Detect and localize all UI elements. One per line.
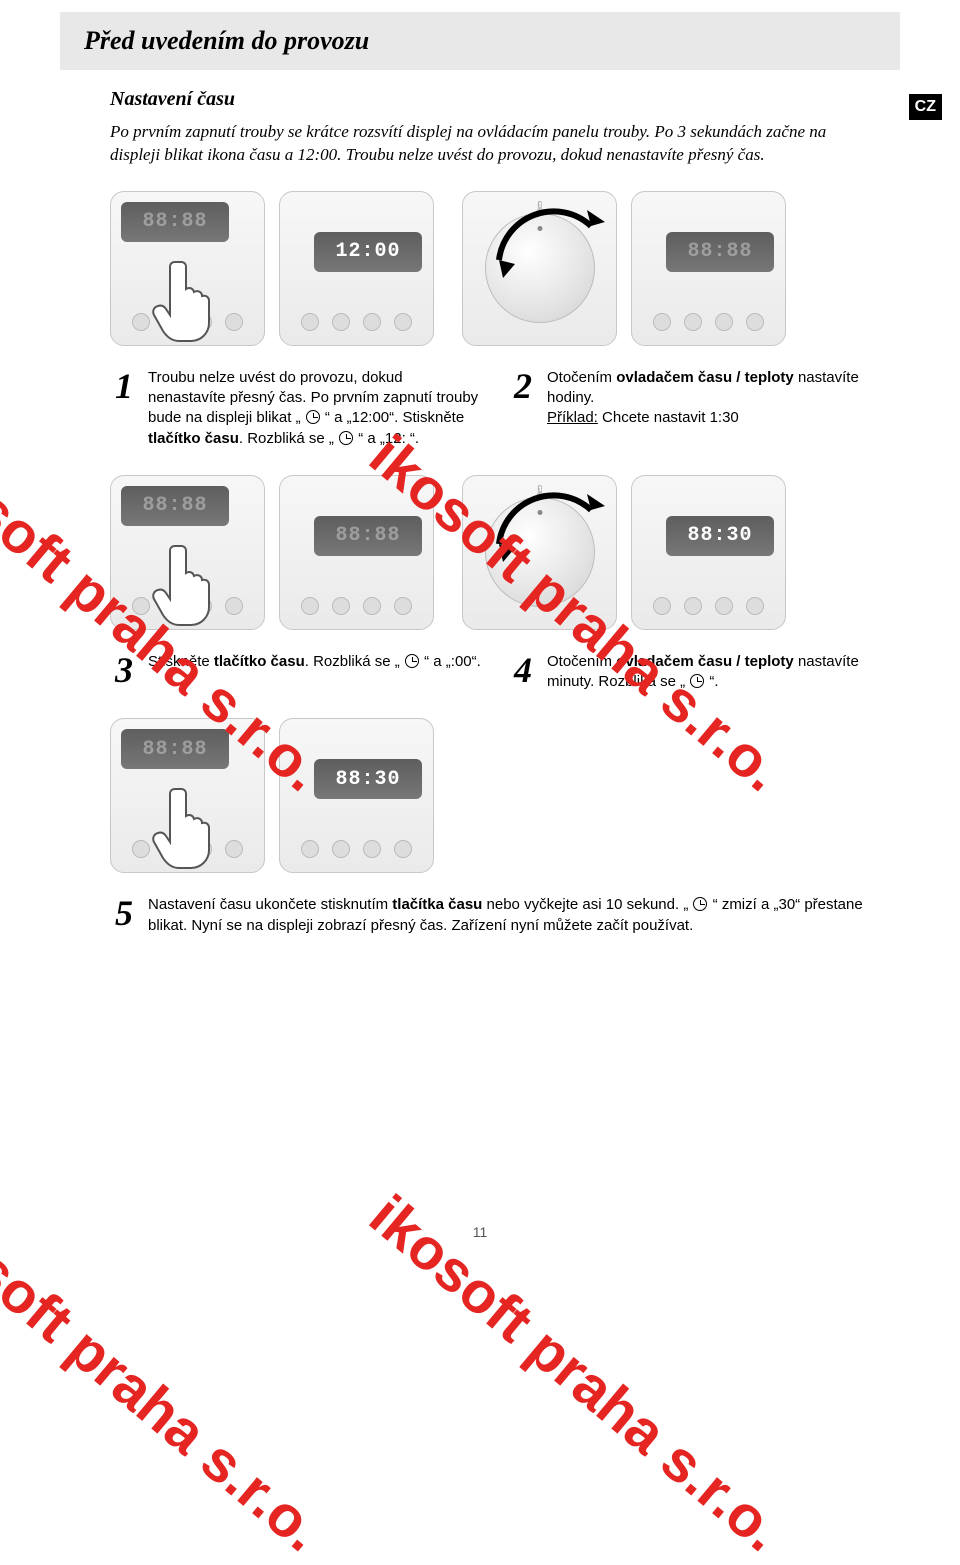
panel-button <box>301 597 319 615</box>
control-panel: 88:88 <box>110 475 265 630</box>
page-number: 11 <box>473 1224 488 1240</box>
step-3: 3 Stiskněte tlačítko času. Rozbliká se „… <box>110 652 481 693</box>
lcd-display: 88:88 <box>121 202 229 242</box>
step-2: 2 Otočením ovladačem času / teploty nast… <box>509 368 880 449</box>
display-panel: 88:88 <box>631 191 786 346</box>
knob-panel: 🌡 <box>462 191 617 346</box>
button-row <box>646 597 771 615</box>
step-number: 5 <box>110 895 138 936</box>
panel-button <box>332 597 350 615</box>
lcd-text: 88:30 <box>687 524 752 547</box>
panel-button <box>746 597 764 615</box>
rotate-arrow-icon <box>479 198 609 278</box>
display-panel: 88:30 <box>631 475 786 630</box>
lcd-text: 88:30 <box>335 768 400 791</box>
step-text: Otočením ovladačem času / teploty nastav… <box>547 368 880 449</box>
panel-button <box>363 313 381 331</box>
display-panel: 12:00 <box>279 191 434 346</box>
panel-button <box>653 597 671 615</box>
panels-row-2: 88:88 88:88 🌡 88:30 <box>110 475 880 630</box>
control-panel: 88:88 <box>110 191 265 346</box>
step-row-3: 5 Nastavení času ukončete stisknutím tla… <box>110 895 880 936</box>
lcd-display: 88:88 <box>666 232 774 272</box>
lcd-display: 88:30 <box>314 759 422 799</box>
step-row-2: 3 Stiskněte tlačítko času. Rozbliká se „… <box>110 652 880 693</box>
panel-button <box>301 840 319 858</box>
button-row <box>294 840 419 858</box>
hand-press-icon <box>151 779 221 869</box>
panel-button <box>332 313 350 331</box>
display-panel: 88:88 <box>279 475 434 630</box>
panel-button <box>746 313 764 331</box>
panel-button <box>715 313 733 331</box>
lcd-text: 88:88 <box>142 738 207 761</box>
step-row-1: 1 Troubu nelze uvést do provozu, dokud n… <box>110 368 880 449</box>
knob-panel: 🌡 <box>462 475 617 630</box>
lcd-display: 12:00 <box>314 232 422 272</box>
lcd-display: 88:88 <box>314 516 422 556</box>
panel-button <box>132 840 150 858</box>
panel-button <box>225 840 243 858</box>
lcd-display: 88:88 <box>121 729 229 769</box>
page-content: Nastavení času Po prvním zapnutí trouby … <box>0 70 960 936</box>
step-5: 5 Nastavení času ukončete stisknutím tla… <box>110 895 870 936</box>
rotate-arrow-icon <box>479 482 609 562</box>
lcd-text: 88:88 <box>687 240 752 263</box>
section-heading: Nastavení času <box>110 88 880 111</box>
button-row <box>646 313 771 331</box>
step-4: 4 Otočením ovladačem času / teploty nast… <box>509 652 880 693</box>
panel-group-left: 88:88 12:00 <box>110 191 434 346</box>
panel-button <box>225 597 243 615</box>
language-badge: CZ <box>909 94 942 120</box>
panel-group-right: 🌡 88:88 <box>462 191 786 346</box>
lcd-display: 88:30 <box>666 516 774 556</box>
panel-button <box>684 597 702 615</box>
panel-button <box>394 840 412 858</box>
lcd-text: 12:00 <box>335 240 400 263</box>
lcd-text: 88:88 <box>142 210 207 233</box>
intro-paragraph: Po prvním zapnutí trouby se krátce rozsv… <box>110 121 880 167</box>
page-header: Před uvedením do provozu <box>60 12 900 70</box>
step-text: Troubu nelze uvést do provozu, dokud nen… <box>148 368 481 449</box>
step-text: Nastavení času ukončete stisknutím tlačí… <box>148 895 870 936</box>
panel-button <box>715 597 733 615</box>
lcd-text: 88:88 <box>142 494 207 517</box>
panel-button <box>684 313 702 331</box>
step-text: Otočením ovladačem času / teploty nastav… <box>547 652 880 693</box>
hand-press-icon <box>151 252 221 342</box>
panel-button <box>363 597 381 615</box>
panel-button <box>301 313 319 331</box>
panel-button <box>653 313 671 331</box>
panel-group-left: 88:88 88:88 <box>110 475 434 630</box>
step-1: 1 Troubu nelze uvést do provozu, dokud n… <box>110 368 481 449</box>
panel-button <box>332 840 350 858</box>
panels-row-1: 88:88 12:00 🌡 88:88 <box>110 191 880 346</box>
control-panel: 88:88 <box>110 718 265 873</box>
watermark: ikosoft praha s.r.o. <box>357 1182 795 1565</box>
step-text: Stiskněte tlačítko času. Rozbliká se „ “… <box>148 652 481 693</box>
panels-row-3: 88:88 88:30 <box>110 718 880 873</box>
panel-button <box>132 597 150 615</box>
watermark: ikosoft praha s.r.o. <box>0 1182 335 1565</box>
panel-button <box>363 840 381 858</box>
panel-button <box>394 597 412 615</box>
panel-group-left: 88:88 88:30 <box>110 718 434 873</box>
step-number: 2 <box>509 368 537 449</box>
panel-group-right: 🌡 88:30 <box>462 475 786 630</box>
lcd-display: 88:88 <box>121 486 229 526</box>
hand-press-icon <box>151 536 221 626</box>
button-row <box>294 313 419 331</box>
step-number: 3 <box>110 652 138 693</box>
panel-button <box>394 313 412 331</box>
step-number: 1 <box>110 368 138 449</box>
panel-button <box>225 313 243 331</box>
display-panel: 88:30 <box>279 718 434 873</box>
step-number: 4 <box>509 652 537 693</box>
panel-button <box>132 313 150 331</box>
button-row <box>294 597 419 615</box>
lcd-text: 88:88 <box>335 524 400 547</box>
page-title: Před uvedením do provozu <box>84 26 876 56</box>
